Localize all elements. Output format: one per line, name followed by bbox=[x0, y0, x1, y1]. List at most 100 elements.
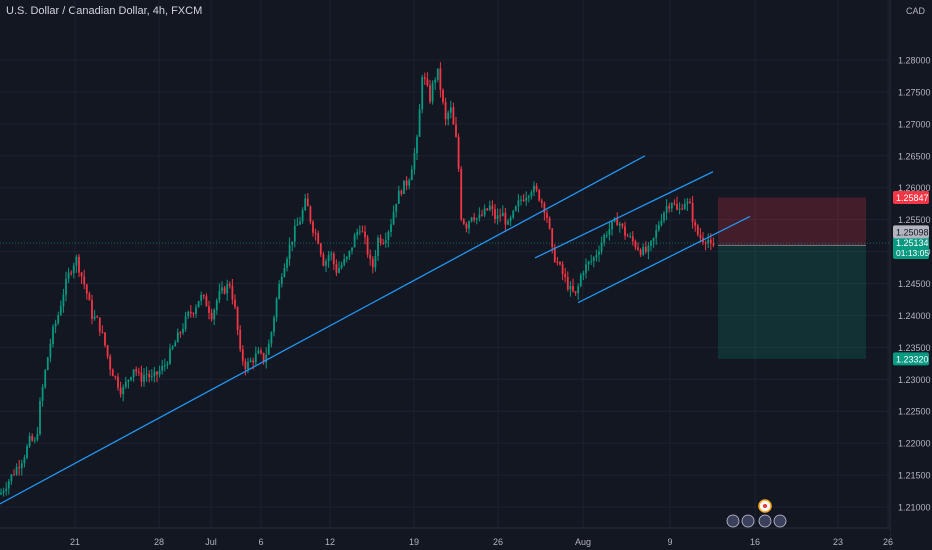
candle-body bbox=[564, 274, 567, 277]
candle-body bbox=[356, 232, 359, 236]
trend-line-1[interactable] bbox=[0, 155, 646, 505]
time-tick-label: 16 bbox=[750, 537, 760, 547]
candle-body bbox=[278, 283, 281, 299]
candle-body bbox=[184, 316, 187, 329]
candle-body bbox=[338, 267, 340, 273]
candle-body bbox=[57, 315, 60, 324]
candle-body bbox=[0, 492, 2, 495]
price-axis[interactable]: CAD1.280001.275001.270001.265001.260001.… bbox=[889, 0, 932, 550]
candle-body bbox=[439, 68, 442, 90]
candle-body bbox=[590, 260, 593, 262]
candle-body bbox=[603, 234, 606, 243]
trend-line-2[interactable] bbox=[534, 171, 714, 259]
candle-body bbox=[569, 285, 572, 290]
candle-body bbox=[366, 237, 369, 255]
candle-body bbox=[501, 212, 504, 217]
trend-lines[interactable] bbox=[0, 155, 751, 505]
current-price-tag: 1.25134 bbox=[896, 238, 929, 248]
candle-body bbox=[31, 436, 34, 441]
event-flag-icon-1[interactable] bbox=[726, 514, 740, 528]
candle-body bbox=[585, 264, 587, 273]
candle-body bbox=[179, 332, 182, 334]
candle-body bbox=[80, 272, 83, 277]
candle-body bbox=[117, 376, 119, 388]
candle-body bbox=[49, 343, 52, 358]
event-flag-icon-2[interactable] bbox=[741, 514, 755, 528]
candle-body bbox=[293, 225, 296, 242]
price-tick-label: 1.21000 bbox=[898, 503, 931, 513]
candle-body bbox=[483, 208, 486, 216]
entry-price-tag: 1.25098 bbox=[896, 227, 929, 237]
candle-body bbox=[579, 275, 582, 287]
time-axis[interactable]: 21 28 Jul 6 12 19 26 Aug 9 16 23 26 bbox=[0, 527, 893, 550]
currency-label: CAD bbox=[906, 6, 926, 16]
candle-body bbox=[174, 342, 177, 347]
candle-body bbox=[262, 352, 265, 363]
candle-body bbox=[647, 245, 650, 252]
candle-body bbox=[561, 264, 564, 275]
candle-body bbox=[361, 231, 364, 233]
event-markers[interactable] bbox=[726, 499, 787, 528]
candle-body bbox=[436, 68, 439, 80]
candle-body bbox=[379, 237, 382, 243]
candle-body bbox=[330, 253, 333, 255]
candle-body bbox=[254, 353, 257, 363]
candle-body bbox=[517, 200, 520, 207]
candle-body bbox=[192, 313, 195, 315]
candle-countdown: 01:13:05 bbox=[896, 248, 929, 258]
candle-body bbox=[41, 387, 44, 401]
candle-body bbox=[405, 180, 408, 186]
candle-body bbox=[416, 136, 418, 154]
candle-body bbox=[13, 474, 15, 476]
candle-body bbox=[668, 206, 671, 209]
candle-body bbox=[535, 185, 538, 190]
candle-body bbox=[236, 307, 239, 330]
position-tool[interactable] bbox=[0, 197, 890, 359]
candle-body bbox=[358, 231, 361, 233]
candle-body bbox=[587, 261, 590, 265]
candle-body bbox=[473, 217, 476, 220]
candle-body bbox=[637, 247, 639, 250]
candle-body bbox=[566, 276, 569, 290]
candle-body bbox=[678, 208, 681, 210]
price-tick-label: 1.22500 bbox=[898, 407, 931, 417]
candle-body bbox=[431, 82, 434, 102]
event-flag-icon-4[interactable] bbox=[773, 514, 787, 528]
candle-body bbox=[452, 107, 455, 125]
event-flag-icon-3[interactable] bbox=[758, 514, 772, 528]
candle-body bbox=[509, 217, 512, 222]
candle-body bbox=[418, 109, 421, 137]
trend-line-3[interactable] bbox=[577, 215, 751, 304]
candle-body bbox=[291, 241, 294, 245]
candle-body bbox=[468, 221, 470, 229]
candle-body bbox=[72, 265, 75, 274]
candle-body bbox=[397, 190, 400, 204]
candle-body bbox=[122, 387, 125, 395]
position-target-zone[interactable] bbox=[718, 245, 866, 359]
candle-body bbox=[309, 206, 312, 222]
candle-body bbox=[694, 222, 697, 226]
candle-body bbox=[465, 223, 468, 229]
candle-body bbox=[153, 371, 156, 377]
candle-body bbox=[200, 295, 203, 301]
candle-body bbox=[314, 232, 317, 234]
candle-body bbox=[312, 221, 314, 233]
candle-body bbox=[106, 345, 109, 357]
candle-body bbox=[616, 218, 619, 226]
candle-body bbox=[317, 233, 320, 244]
candle-body bbox=[574, 291, 577, 294]
candle-body bbox=[595, 254, 598, 258]
candle-body bbox=[681, 208, 684, 210]
position-stop-zone[interactable] bbox=[718, 197, 866, 246]
candle-body bbox=[127, 379, 130, 382]
candle-body bbox=[91, 300, 93, 319]
candle-body bbox=[52, 326, 54, 344]
candle-body bbox=[369, 254, 372, 259]
candle-body bbox=[650, 240, 652, 246]
candle-body bbox=[241, 349, 244, 362]
candle-body bbox=[546, 213, 548, 218]
candle-body bbox=[377, 237, 379, 257]
candle-body bbox=[683, 203, 686, 210]
candle-body bbox=[340, 264, 343, 268]
